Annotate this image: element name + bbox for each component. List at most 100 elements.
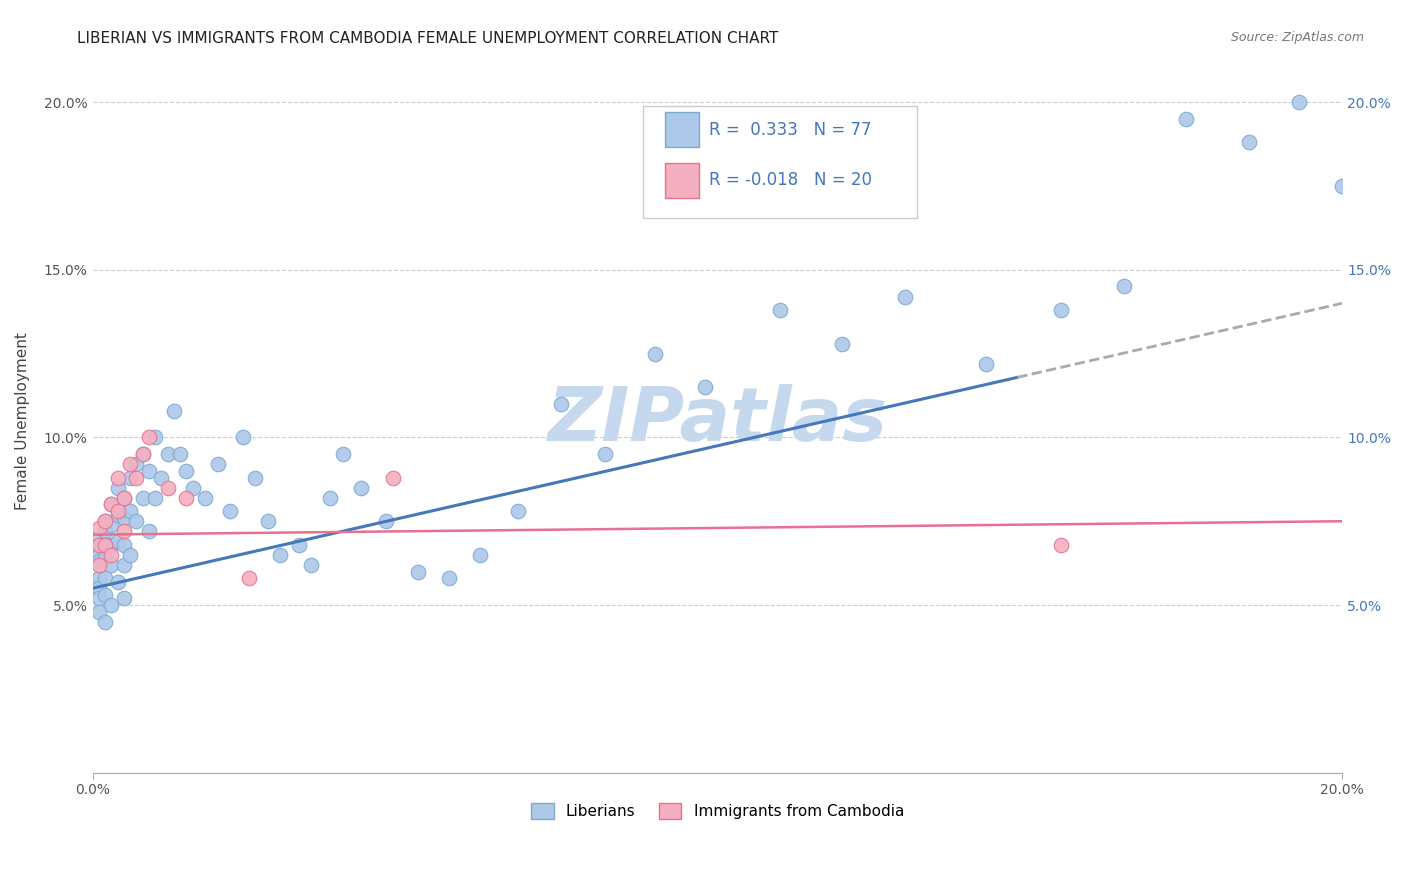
Point xyxy=(1112,279,1135,293)
Point xyxy=(238,571,260,585)
Point xyxy=(94,551,117,566)
Point xyxy=(506,504,529,518)
Text: ZIPatlas: ZIPatlas xyxy=(547,384,887,457)
Legend: Liberians, Immigrants from Cambodia: Liberians, Immigrants from Cambodia xyxy=(524,797,910,825)
Point xyxy=(100,498,122,512)
Point xyxy=(319,491,342,505)
Point xyxy=(693,380,716,394)
Point xyxy=(138,464,160,478)
Point xyxy=(894,289,917,303)
Point xyxy=(1050,302,1073,317)
Point xyxy=(1288,95,1310,109)
Point xyxy=(375,514,398,528)
Point xyxy=(769,302,792,317)
Point xyxy=(131,447,153,461)
Point xyxy=(468,548,491,562)
Point xyxy=(125,470,148,484)
Point xyxy=(120,470,142,484)
Point xyxy=(100,538,122,552)
Y-axis label: Female Unemployment: Female Unemployment xyxy=(15,332,30,509)
Point xyxy=(94,588,117,602)
Point xyxy=(87,548,110,562)
Point xyxy=(269,548,291,562)
Point xyxy=(120,457,142,471)
Point xyxy=(644,346,666,360)
Point xyxy=(181,481,204,495)
Point xyxy=(107,504,129,518)
Point xyxy=(406,565,429,579)
Point xyxy=(143,491,166,505)
Point xyxy=(112,491,135,505)
Point xyxy=(87,538,110,552)
Point xyxy=(94,571,117,585)
Point xyxy=(194,491,217,505)
Point xyxy=(112,591,135,606)
Point xyxy=(94,514,117,528)
Point xyxy=(107,508,129,522)
Point xyxy=(550,397,572,411)
Point xyxy=(100,558,122,572)
Point xyxy=(332,447,354,461)
Point xyxy=(87,558,110,572)
Text: R =  0.333   N = 77: R = 0.333 N = 77 xyxy=(709,120,872,138)
Point xyxy=(176,491,198,505)
Point xyxy=(207,457,229,471)
Point xyxy=(381,470,404,484)
Text: LIBERIAN VS IMMIGRANTS FROM CAMBODIA FEMALE UNEMPLOYMENT CORRELATION CHART: LIBERIAN VS IMMIGRANTS FROM CAMBODIA FEM… xyxy=(77,31,779,46)
Point xyxy=(100,498,122,512)
Point xyxy=(100,548,122,562)
Point xyxy=(437,571,460,585)
Point xyxy=(87,582,110,596)
Point xyxy=(176,464,198,478)
Point xyxy=(100,598,122,612)
Point xyxy=(299,558,322,572)
Point xyxy=(94,615,117,629)
Text: Source: ZipAtlas.com: Source: ZipAtlas.com xyxy=(1230,31,1364,45)
Point xyxy=(100,517,122,532)
Point xyxy=(87,605,110,619)
Point xyxy=(131,447,153,461)
Point xyxy=(150,470,173,484)
Point xyxy=(125,514,148,528)
Point xyxy=(256,514,278,528)
Point xyxy=(87,591,110,606)
Point xyxy=(94,524,117,539)
Point xyxy=(138,524,160,539)
Point xyxy=(125,457,148,471)
Point xyxy=(120,548,142,562)
Point xyxy=(112,524,135,539)
Point xyxy=(131,491,153,505)
Point xyxy=(94,514,117,528)
Point xyxy=(107,470,129,484)
Point xyxy=(94,538,117,552)
Point xyxy=(120,504,142,518)
Point xyxy=(112,491,135,505)
Point xyxy=(593,447,616,461)
Point xyxy=(974,357,997,371)
Point xyxy=(87,521,110,535)
Text: R = -0.018   N = 20: R = -0.018 N = 20 xyxy=(709,171,872,189)
Point xyxy=(87,571,110,585)
Point xyxy=(169,447,191,461)
Point xyxy=(288,538,311,552)
Point xyxy=(219,504,242,518)
Point xyxy=(1331,178,1354,193)
Point xyxy=(112,538,135,552)
Point xyxy=(232,430,254,444)
Point xyxy=(1175,112,1198,126)
Point xyxy=(138,430,160,444)
Point xyxy=(107,481,129,495)
Point xyxy=(107,534,129,549)
Point xyxy=(243,470,266,484)
Point xyxy=(350,481,373,495)
Point xyxy=(87,531,110,545)
Point xyxy=(94,538,117,552)
Point xyxy=(156,447,179,461)
Point xyxy=(107,574,129,589)
Point xyxy=(831,336,853,351)
Point xyxy=(143,430,166,444)
Point xyxy=(87,554,110,568)
Point xyxy=(156,481,179,495)
Point xyxy=(1237,136,1260,150)
Point xyxy=(1050,538,1073,552)
